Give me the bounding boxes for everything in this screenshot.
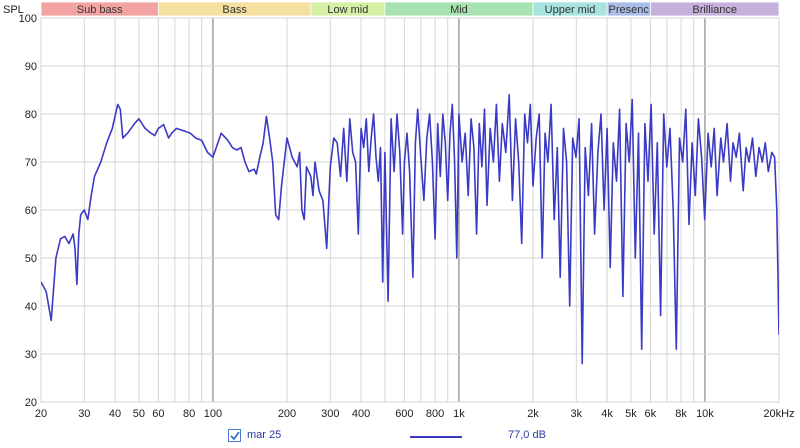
series-line — [41, 94, 779, 365]
x-tick-label: 50 — [133, 408, 145, 420]
x-tick-label: 800 — [426, 408, 444, 420]
band-label: Sub bass — [77, 4, 123, 16]
x-tick-label: 40 — [109, 408, 121, 420]
y-tick-label: 90 — [25, 61, 37, 73]
cursor-readout: 77,0 dB — [508, 429, 546, 441]
y-tick-label: 30 — [25, 349, 37, 361]
x-tick-label: 5k — [625, 408, 637, 420]
x-tick-label: 60 — [152, 408, 164, 420]
x-tick-label: 100 — [204, 408, 222, 420]
x-tick-label: 30 — [78, 408, 90, 420]
y-axis-label: SPL — [3, 4, 24, 16]
series-visibility-checkbox[interactable] — [228, 429, 241, 442]
legend: mar 25 77,0 dB — [0, 427, 800, 447]
band-label: Bass — [222, 4, 247, 16]
x-tick-label: 8k — [675, 408, 687, 420]
band-label: Upper mid — [545, 4, 596, 16]
x-tick-label: 10k — [696, 408, 714, 420]
series-name: mar 25 — [247, 429, 282, 441]
x-tick-label: 6k — [645, 408, 657, 420]
band-brilliance — [649, 1, 780, 17]
x-tick-label: 20 — [35, 408, 47, 420]
x-tick-label: 3k — [571, 408, 583, 420]
y-tick-label: 100 — [19, 13, 37, 25]
x-tick-label: 400 — [352, 408, 370, 420]
x-tick-label: 80 — [183, 408, 195, 420]
y-tick-label: 70 — [25, 157, 37, 169]
y-tick-label: 80 — [25, 109, 37, 121]
check-icon — [230, 431, 240, 441]
x-tick-label: 1k — [453, 408, 465, 420]
x-tick-label: 4k — [601, 408, 613, 420]
y-tick-label: 60 — [25, 205, 37, 217]
band-label: Low mid — [327, 4, 368, 16]
x-tick-label: 20kHz — [763, 408, 794, 420]
band-label: Mid — [450, 4, 468, 16]
x-tick-label: 300 — [321, 408, 339, 420]
band-label: Presenc — [609, 4, 650, 16]
series-swatch — [410, 436, 462, 438]
x-tick-label: 2k — [527, 408, 539, 420]
y-tick-label: 20 — [25, 397, 37, 409]
x-tick-label: 200 — [278, 408, 296, 420]
x-tick-label: 600 — [395, 408, 413, 420]
y-tick-label: 50 — [25, 253, 37, 265]
band-label: Brilliance — [692, 4, 737, 16]
y-tick-label: 40 — [25, 301, 37, 313]
